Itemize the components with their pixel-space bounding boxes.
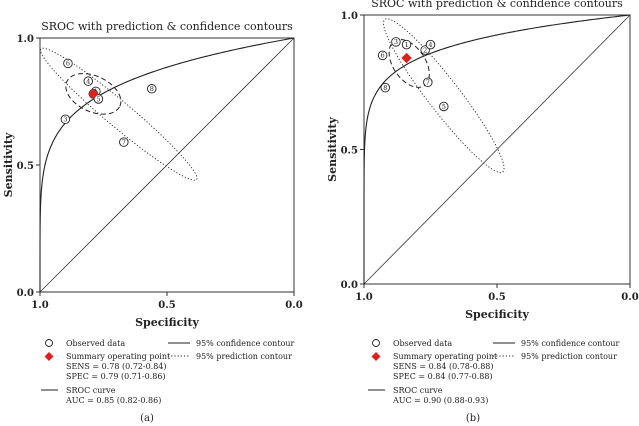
study-point-label: 6 xyxy=(66,60,70,68)
y-axis-label: Sensitivity xyxy=(326,117,339,182)
y-tick-label: 0.0 xyxy=(17,288,34,299)
study-point-label: 5 xyxy=(442,103,446,111)
study-point-7 xyxy=(119,137,129,147)
y-tick-label: 0.5 xyxy=(341,146,358,157)
legend-confidence-label: 95% confidence contour xyxy=(196,339,295,348)
study-point-label: 8 xyxy=(150,85,154,93)
legend-prediction-label: 95% prediction contour xyxy=(521,352,617,361)
legend-sroc-auc: AUC = 0.85 (0.82-0.86) xyxy=(65,396,161,405)
legend-observed-marker xyxy=(372,339,380,347)
summary-operating-point xyxy=(88,88,99,100)
x-tick-label: 0.5 xyxy=(488,292,505,303)
chart-panel-b: SROC with prediction & confidence contou… xyxy=(326,0,639,424)
legend-observed-label: Observed data xyxy=(393,339,452,348)
panel-caption: (a) xyxy=(140,413,154,424)
x-tick-label: 0.5 xyxy=(158,300,175,311)
study-point-label: 3 xyxy=(394,38,398,46)
legend-summary-line: SPEC = 0.84 (0.77-0.88) xyxy=(393,372,493,381)
study-point-label: 8 xyxy=(383,84,387,92)
x-tick-label: 1.0 xyxy=(31,300,48,311)
chart-title: SROC with prediction & confidence contou… xyxy=(41,20,293,33)
legend-confidence-label: 95% confidence contour xyxy=(521,339,620,348)
study-point-6 xyxy=(377,50,388,61)
legend: Observed data Summary operating pointSENS… xyxy=(41,339,295,405)
study-point-label: 7 xyxy=(122,138,126,146)
x-tick-label: 0.0 xyxy=(621,292,638,303)
study-point-label: 2 xyxy=(423,46,427,54)
study-point-8 xyxy=(380,82,391,93)
study-point-3 xyxy=(391,37,401,47)
legend: Observed data Summary operating pointSENS… xyxy=(368,339,620,405)
study-point-label: 5 xyxy=(96,95,100,103)
prediction-contour xyxy=(40,47,198,181)
x-tick-label: 0.0 xyxy=(285,300,302,311)
study-point-8 xyxy=(147,84,157,94)
study-point-6 xyxy=(63,58,73,69)
chart-panel-a: SROC with prediction & confidence contou… xyxy=(2,20,303,424)
legend-sroc-auc: AUC = 0.90 (0.88-0.93) xyxy=(392,396,488,405)
y-axis-label: Sensitivity xyxy=(2,132,15,197)
y-tick-label: 0.5 xyxy=(17,161,34,172)
study-point-1 xyxy=(401,39,412,50)
legend-summary-line: SENS = 0.84 (0.78-0.88) xyxy=(393,362,494,371)
panel-caption: (b) xyxy=(466,413,480,424)
x-tick-label: 1.0 xyxy=(355,292,372,303)
legend-observed-label: Observed data xyxy=(66,339,125,348)
reference-diagonal xyxy=(363,14,631,285)
reference-diagonal xyxy=(39,37,295,293)
x-axis-label: Specificity xyxy=(135,316,199,329)
chart-title: SROC with prediction & confidence contou… xyxy=(371,0,623,10)
study-point-label: 4 xyxy=(428,41,432,49)
prediction-contour xyxy=(383,18,505,174)
legend-observed-marker xyxy=(45,339,53,347)
legend-summary-marker xyxy=(44,352,54,361)
legend-summary-marker xyxy=(371,352,381,361)
legend-summary-label: Summary operating point xyxy=(393,352,498,361)
study-point-7 xyxy=(423,77,433,87)
legend-summary-line: SPEC = 0.79 (0.71-0.86) xyxy=(66,372,166,381)
x-axis-label: Specificity xyxy=(465,308,529,321)
study-point-label: 1 xyxy=(404,41,408,49)
legend-summary-label: Summary operating point xyxy=(66,352,171,361)
legend-sroc-label: SROC curve xyxy=(393,386,443,395)
study-point-5 xyxy=(93,94,104,104)
study-point-4 xyxy=(425,39,436,50)
y-tick-label: 1.0 xyxy=(341,11,358,22)
legend-sroc-label: SROC curve xyxy=(66,386,116,395)
confidence-contour xyxy=(65,73,122,115)
summary-operating-point xyxy=(401,52,412,64)
y-tick-label: 1.0 xyxy=(17,34,34,45)
study-point-label: 6 xyxy=(381,52,385,60)
legend-prediction-label: 95% prediction contour xyxy=(196,352,292,361)
study-point-label: 7 xyxy=(426,79,430,87)
study-point-label: 4 xyxy=(86,77,90,85)
study-point-5 xyxy=(439,101,449,112)
sroc-curve xyxy=(363,14,631,284)
legend-summary-line: SENS = 0.78 (0.72-0.84) xyxy=(66,362,167,371)
study-point-4 xyxy=(83,76,94,86)
y-tick-label: 0.0 xyxy=(341,280,358,291)
study-point-3 xyxy=(60,114,71,125)
study-point-label: 3 xyxy=(63,116,67,124)
